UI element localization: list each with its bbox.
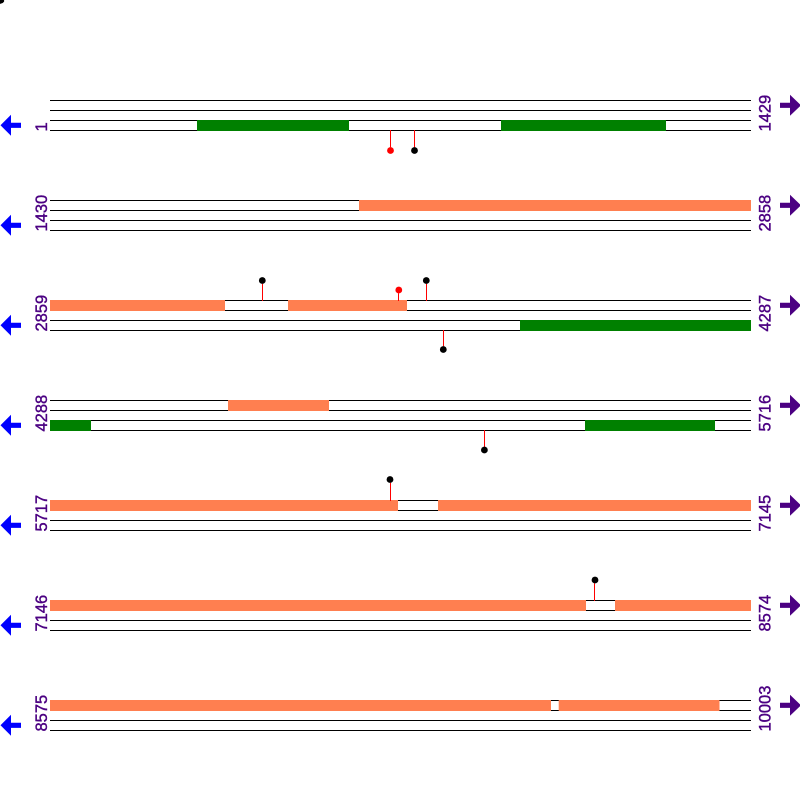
svg-text:8575: 8575 [33, 695, 51, 732]
svg-text:1429: 1429 [756, 95, 774, 132]
svg-text:5716: 5716 [756, 395, 774, 432]
svg-text:2858: 2858 [756, 195, 774, 232]
svg-text:5717: 5717 [33, 495, 51, 532]
svg-text:7146: 7146 [33, 595, 51, 632]
svg-text:8574: 8574 [756, 595, 774, 632]
svg-text:1: 1 [33, 122, 51, 131]
svg-text:10003: 10003 [756, 686, 774, 732]
svg-text:1430: 1430 [33, 195, 51, 232]
svg-text:7145: 7145 [756, 495, 774, 532]
svg-text:2859: 2859 [33, 295, 51, 332]
svg-text:4288: 4288 [33, 395, 51, 432]
svg-text:4287: 4287 [756, 295, 774, 332]
